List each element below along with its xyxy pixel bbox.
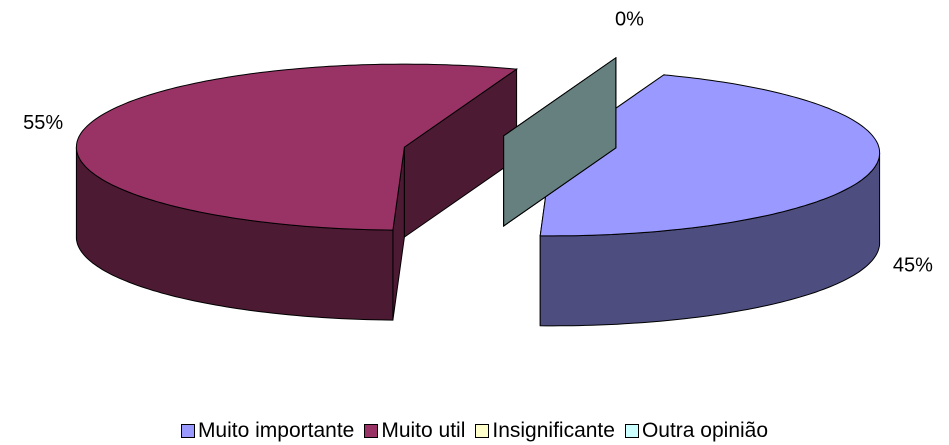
legend-item: Muito util <box>364 419 465 443</box>
data-label: 0% <box>615 9 644 31</box>
data-label: 45% <box>893 255 933 277</box>
legend-label: Muito util <box>381 419 466 442</box>
legend-item: Muito importante <box>180 419 355 443</box>
slice-wall <box>503 56 617 227</box>
legend-item: Outra opinião <box>624 419 769 443</box>
legend-label: Muito importante <box>197 419 355 442</box>
legend-swatch <box>624 424 639 438</box>
legend-swatch <box>364 424 379 438</box>
slice-top <box>539 74 881 237</box>
data-label: 55% <box>23 112 63 134</box>
legend-item: Insignificante <box>475 419 615 443</box>
legend-swatch <box>180 424 195 438</box>
legend-label: Outra opinião <box>641 419 769 442</box>
legend-swatch <box>475 424 490 438</box>
legend: Muito importante Muito util Insignificante… <box>0 419 949 443</box>
legend-label: Insignificante <box>492 419 615 442</box>
slice-top <box>75 63 519 231</box>
chart: 45% 55% 0% <box>23 9 933 327</box>
